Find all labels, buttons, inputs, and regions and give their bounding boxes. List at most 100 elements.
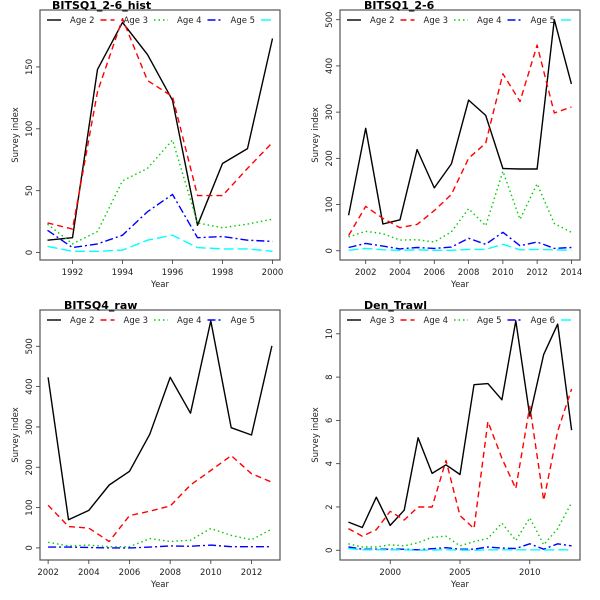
- y-axis-label: Survey index: [311, 407, 321, 463]
- y-tick-label: 200: [325, 150, 335, 166]
- x-axis-label: Year: [150, 580, 170, 590]
- x-axis-label: Year: [150, 280, 170, 290]
- legend-label: Age 4: [477, 16, 502, 26]
- x-tick-label: 2006: [423, 268, 445, 278]
- series-line: [348, 543, 572, 551]
- series-line: [47, 21, 274, 241]
- x-tick-label: 2014: [561, 268, 583, 278]
- legend-label: Age 4: [177, 316, 202, 326]
- x-tick-label: 2010: [519, 568, 541, 578]
- y-tick-label: 500: [25, 338, 35, 354]
- plot-frame: [339, 309, 581, 561]
- x-tick-label: 1992: [62, 268, 84, 278]
- series-line: [348, 547, 572, 551]
- y-tick-label: 400: [25, 378, 35, 394]
- series-line: [47, 193, 273, 249]
- chart-title: Den_Trawl: [364, 299, 427, 312]
- series-line: [348, 243, 572, 252]
- y-tick-label: 200: [25, 459, 35, 475]
- y-tick-label: 150: [25, 59, 35, 75]
- legend-label: Age 2: [370, 16, 395, 26]
- legend-label: Age 6: [531, 316, 556, 326]
- legend-label: Age 5: [231, 316, 256, 326]
- chart-title: BITSQ1_2-6: [364, 0, 435, 12]
- chart-panel: 2002 2004 2006 2008 2010 2012 2014 0 100 200 300 40…: [311, 0, 582, 290]
- series-line: [47, 18, 274, 230]
- chart-panel: 2002 2004 2006 2008 2010 2012 0 100 200 300 400 500…: [11, 299, 281, 590]
- series-line: [348, 170, 572, 243]
- plot-frame: [39, 9, 281, 261]
- y-tick-label: 2: [325, 504, 335, 509]
- series-line: [47, 234, 273, 253]
- legend-label: Age 5: [231, 16, 256, 26]
- x-tick-label: 2012: [241, 568, 263, 578]
- x-tick-label: 2004: [78, 568, 100, 578]
- series-line: [47, 139, 273, 245]
- legend-label: Age 3: [424, 16, 449, 26]
- y-tick-label: 100: [25, 499, 35, 515]
- y-tick-label: 300: [25, 419, 35, 435]
- y-tick-label: 8: [325, 374, 335, 379]
- x-tick-label: 2002: [355, 268, 377, 278]
- series-line: [348, 502, 573, 548]
- y-tick-label: 6: [325, 418, 335, 423]
- y-tick-label: 0: [25, 545, 35, 550]
- x-tick-label: 2010: [492, 268, 514, 278]
- legend-label: Age 3: [124, 316, 149, 326]
- legend: Age 3 Age 4 Age 5 Age 6: [347, 316, 575, 326]
- legend: Age 2 Age 3 Age 4 Age 5: [47, 316, 255, 326]
- series-line: [47, 454, 273, 543]
- series-line: [47, 320, 273, 521]
- series-line: [47, 527, 273, 548]
- series-line: [348, 231, 572, 250]
- x-tick-label: 2005: [449, 568, 471, 578]
- plot-frame: [339, 9, 581, 261]
- legend: Age 2 Age 3 Age 4 Age 5: [47, 16, 275, 26]
- y-tick-label: 50: [25, 185, 35, 196]
- x-axis-label: Year: [450, 580, 470, 590]
- legend-label: Age 4: [177, 16, 202, 26]
- y-axis-label: Survey index: [11, 107, 21, 163]
- series-line: [348, 388, 573, 537]
- y-tick-label: 100: [325, 196, 335, 212]
- y-tick-label: 0: [25, 250, 35, 255]
- legend-label: Age 3: [124, 16, 149, 26]
- x-axis-label: Year: [450, 280, 470, 290]
- series-line: [48, 544, 272, 549]
- x-tick-label: 2008: [458, 268, 480, 278]
- x-tick-label: 2004: [389, 268, 411, 278]
- x-tick-label: 1996: [162, 268, 184, 278]
- y-tick-label: 0: [325, 548, 335, 553]
- x-tick-label: 2002: [37, 568, 59, 578]
- x-tick-label: 2006: [119, 568, 141, 578]
- chart-title: BITSQ1_2-6_hist: [52, 0, 151, 12]
- chart-panel: 1992 1994 1996 1998 2000 0 50 100 150 Year Survey …: [11, 0, 283, 290]
- x-tick-label: 1994: [112, 268, 134, 278]
- series-line: [348, 320, 573, 529]
- x-tick-label: 1998: [212, 268, 234, 278]
- legend-label: Age 2: [70, 316, 95, 326]
- x-tick-label: 2012: [526, 268, 548, 278]
- plot-frame: [39, 309, 281, 561]
- y-tick-label: 400: [325, 58, 335, 74]
- x-tick-label: 2000: [262, 268, 284, 278]
- y-tick-label: 4: [325, 461, 335, 466]
- legend-label: Age 3: [370, 316, 395, 326]
- legend-label: Age 2: [70, 16, 95, 26]
- y-tick-label: 10: [325, 328, 335, 339]
- x-tick-label: 2010: [200, 568, 222, 578]
- y-tick-label: 300: [325, 104, 335, 120]
- legend-label: Age 5: [477, 316, 502, 326]
- series-line: [347, 19, 573, 225]
- x-tick-label: 2000: [379, 568, 401, 578]
- x-tick-label: 2008: [159, 568, 181, 578]
- chart-panel: 2000 2005 2010 0 2 4 6 8 10 Year Survey index Den_T…: [311, 299, 581, 590]
- y-tick-label: 0: [325, 248, 335, 253]
- legend: Age 2 Age 3 Age 4 Age 5: [347, 16, 575, 26]
- y-tick-label: 500: [325, 12, 335, 28]
- series-line: [347, 44, 572, 236]
- legend-label: Age 4: [424, 316, 449, 326]
- chart-title: BITSQ4_raw: [64, 299, 137, 312]
- y-axis-label: Survey index: [311, 107, 321, 163]
